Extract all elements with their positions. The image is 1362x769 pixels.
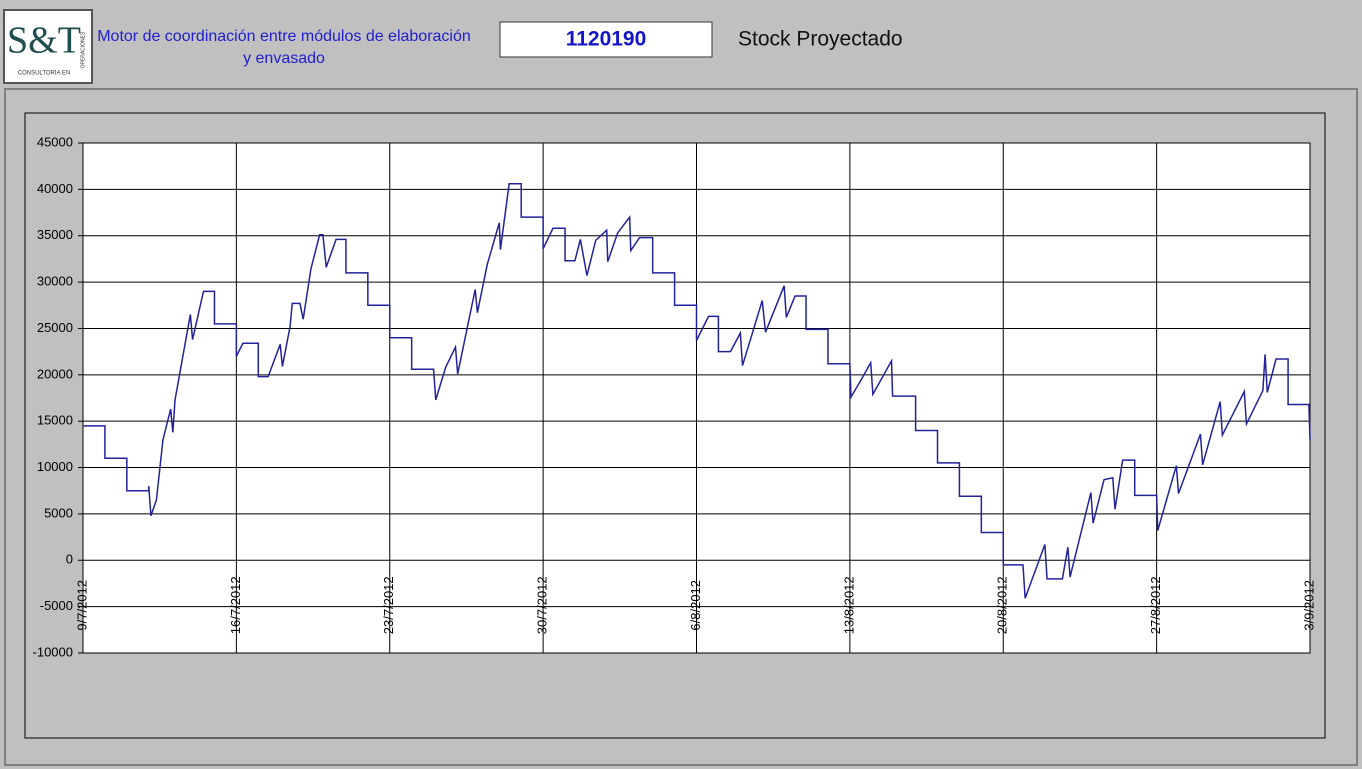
logo-side: OPERACIONES	[80, 31, 86, 68]
y-tick-label: 30000	[37, 274, 73, 289]
x-tick-label: 23/7/2012	[381, 576, 396, 634]
x-tick-label: 9/7/2012	[74, 580, 89, 631]
logo-sub: CONSULTORÍA EN	[18, 70, 70, 77]
y-tick-label: -10000	[33, 644, 73, 659]
y-tick-label: 45000	[37, 134, 73, 149]
y-tick-label: 10000	[37, 459, 73, 474]
y-tick-label: 5000	[44, 505, 73, 520]
y-tick-label: 20000	[37, 366, 73, 381]
x-tick-label: 20/8/2012	[995, 576, 1010, 634]
y-tick-label: 25000	[37, 320, 73, 335]
y-tick-label: 35000	[37, 227, 73, 242]
app-title: y envasado	[243, 50, 325, 67]
x-tick-label: 30/7/2012	[535, 576, 550, 634]
x-tick-label: 3/9/2012	[1301, 580, 1316, 631]
logo: S&T	[7, 20, 81, 62]
x-tick-label: 27/8/2012	[1148, 576, 1163, 634]
x-tick-label: 6/8/2012	[688, 580, 703, 631]
y-tick-label: 40000	[37, 181, 73, 196]
plot: -10000 -5000 0 5000 10000 15000 20000 25000 3000…	[33, 134, 1317, 659]
y-tick-label: 15000	[37, 413, 73, 428]
x-tick-label: 16/7/2012	[228, 576, 243, 634]
subtitle: Stock Proyectado	[738, 28, 903, 51]
line	[83, 183, 1311, 599]
x-tick-label: 13/8/2012	[841, 576, 856, 634]
code: 1120190	[566, 28, 647, 51]
app-title: Motor de coordinación entre módulos de e…	[97, 28, 471, 45]
y-tick-label: 0	[66, 552, 73, 567]
y-tick-label: -5000	[40, 598, 73, 613]
code-box	[499, 21, 713, 58]
logo-box	[3, 9, 93, 84]
